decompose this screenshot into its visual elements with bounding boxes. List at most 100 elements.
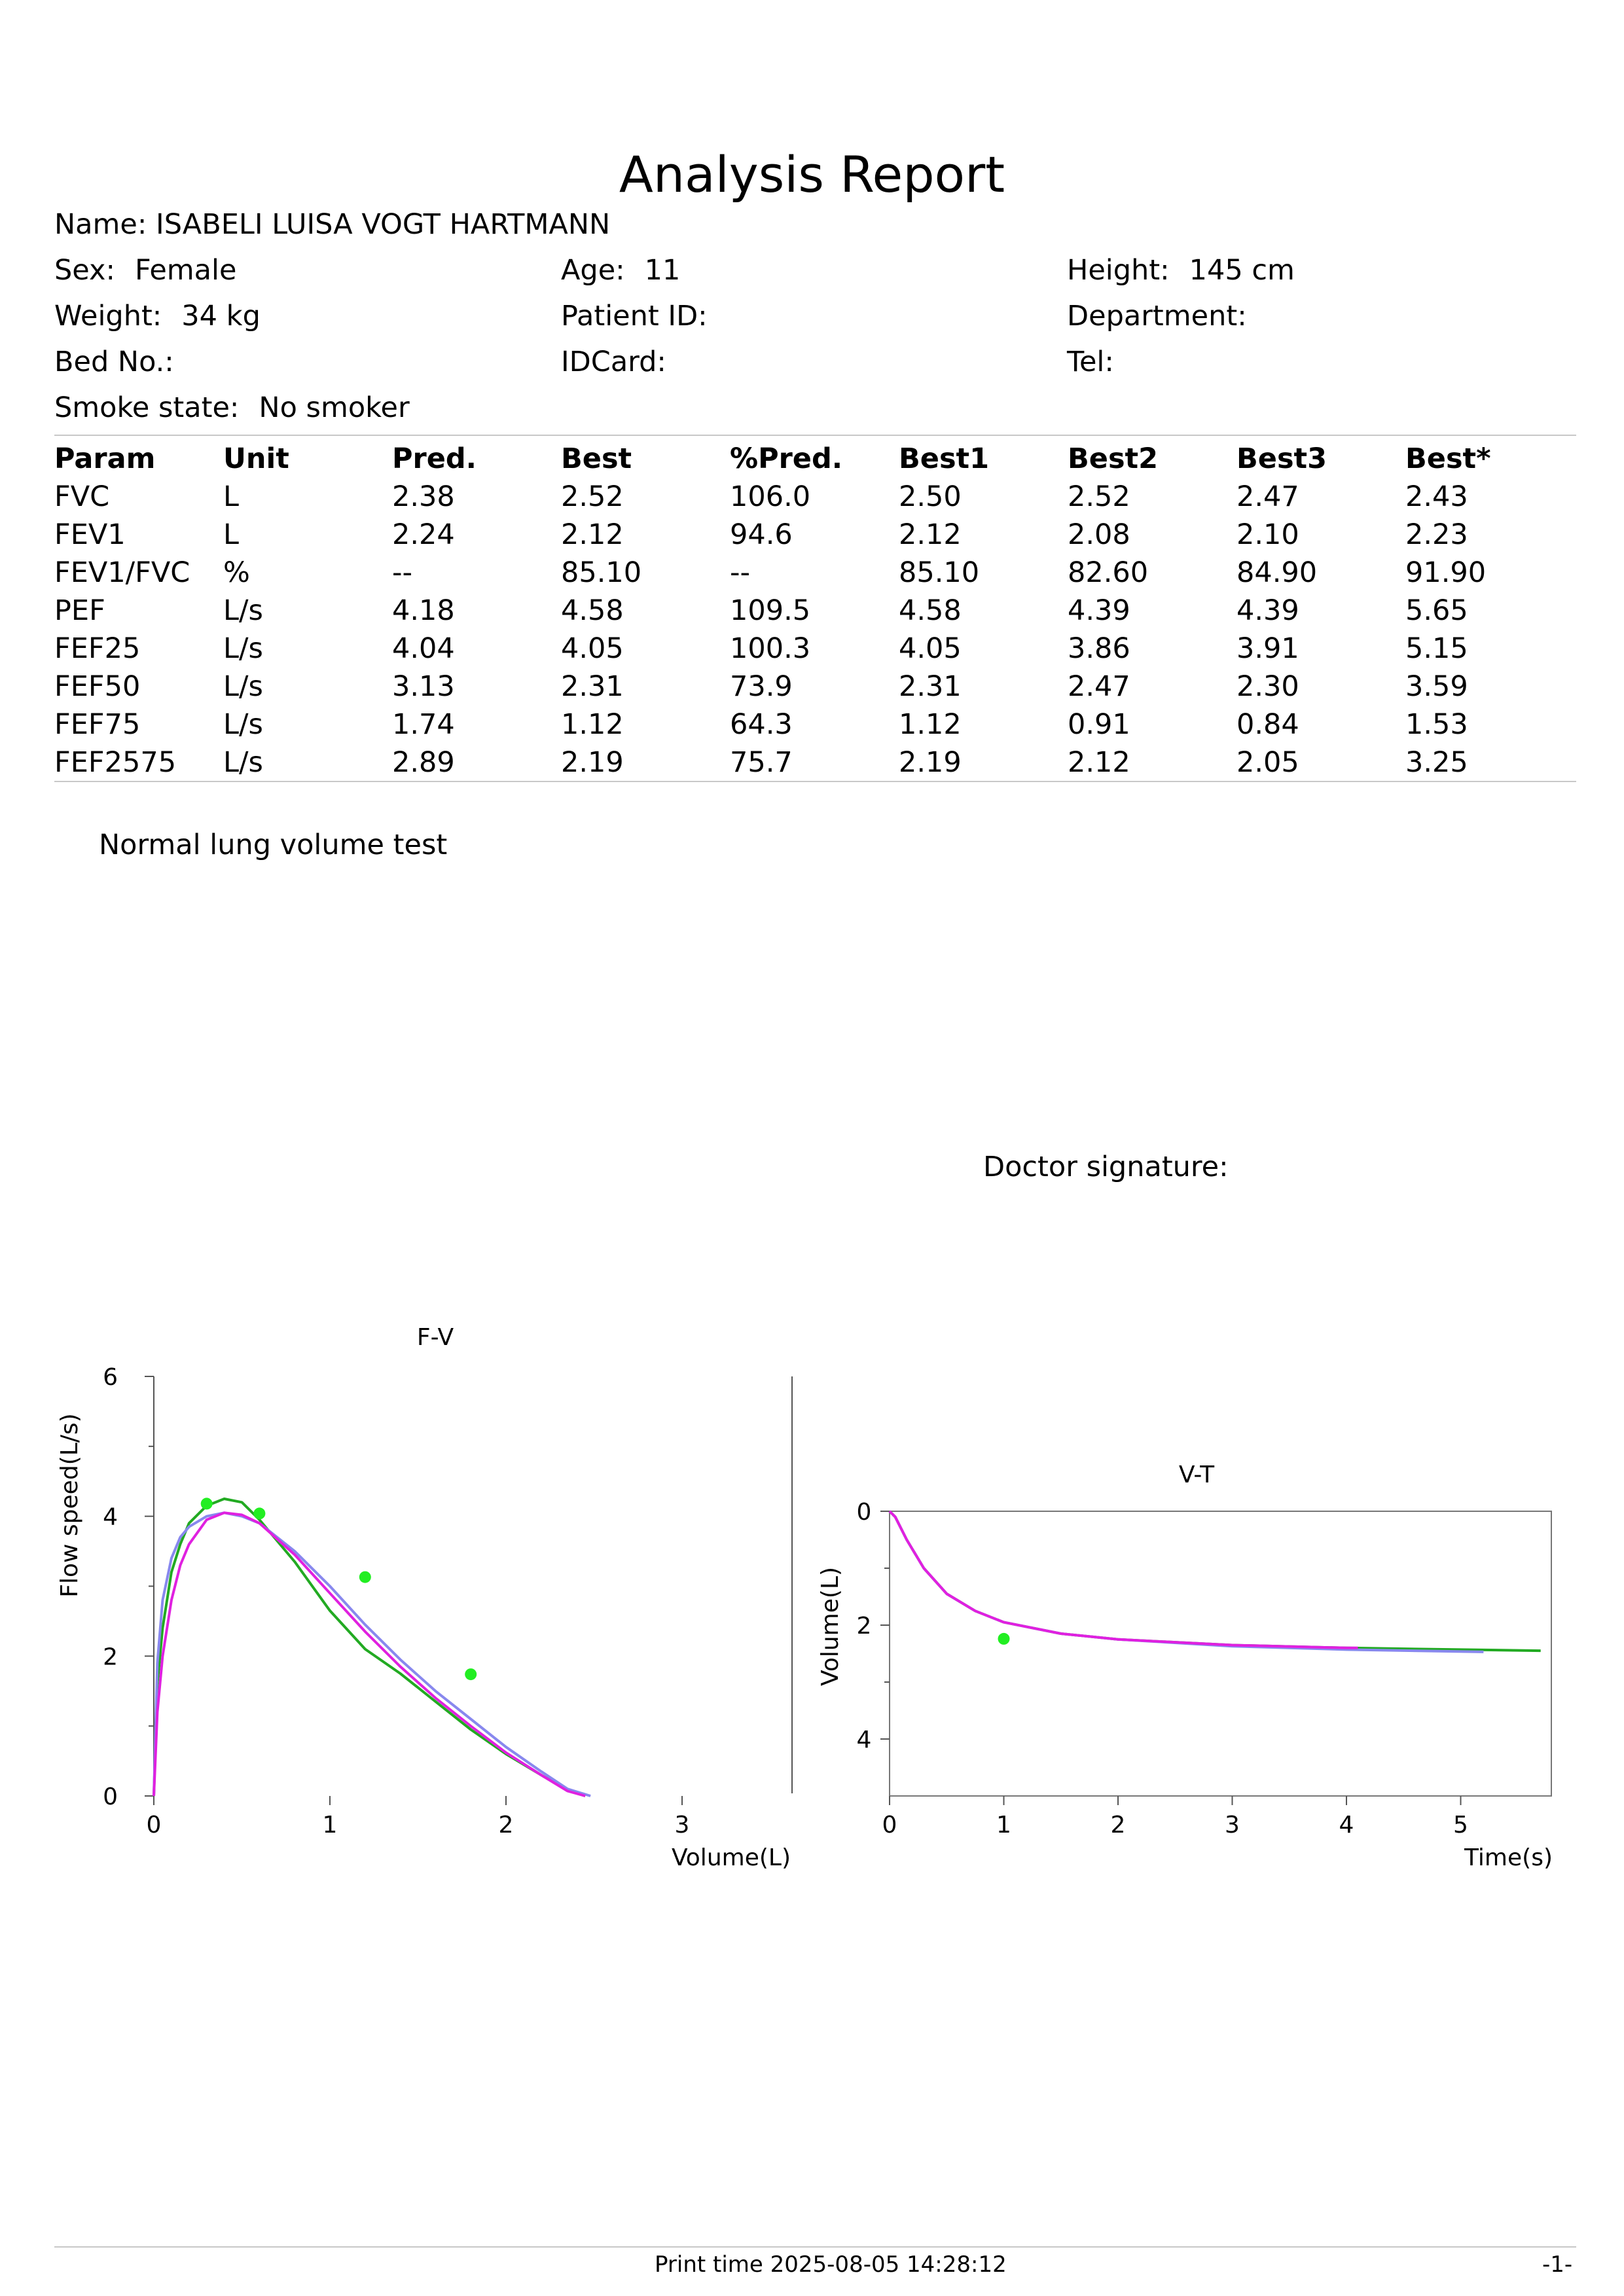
field-value: 145 cm: [1189, 254, 1295, 287]
table-row: FEV1/FVC% -- 85.10 -- 85.10 82.60 84.90 91.90: [54, 554, 1574, 592]
y-tick-label: 2: [857, 1613, 872, 1640]
table-cell: FEV1/FVC: [54, 556, 190, 589]
table-cell: 2.08: [1068, 518, 1130, 551]
predicted-point: [465, 1668, 477, 1681]
table-row: FEF25 L/s 4.04 4.05 100.3 4.05 3.86 3.91 5.15: [54, 630, 1574, 668]
field-label: Sex:: [54, 254, 115, 287]
table-cell: 2.50: [899, 480, 962, 513]
field-label: Age:: [561, 254, 625, 287]
table-cell: 1.74: [392, 708, 455, 741]
table-cell: 91.90: [1405, 556, 1487, 589]
table-cell: 4.58: [899, 594, 962, 627]
table-cell: FEF2575: [54, 746, 177, 779]
field-tel: Tel:: [1067, 348, 1134, 376]
table-cell: 4.58: [561, 594, 624, 627]
chart-title: V-T: [1179, 1462, 1215, 1488]
table-row: PEF L/s 4.18 4.58 109.5 4.58 4.39 4.39 5.65: [54, 592, 1574, 630]
field-label: Department:: [1067, 300, 1247, 332]
volume-time-chart: V-T 0 2 4 0 1 2 3 4 5 Time(s) Volume(L): [817, 1462, 1553, 1871]
column-header: Best: [561, 442, 632, 475]
series-line-1: [888, 1510, 1541, 1653]
table-cell: 2.12: [561, 518, 624, 551]
x-tick-label: 2: [499, 1812, 514, 1839]
name-label: Name:: [54, 208, 147, 241]
table-cell: 2.30: [1236, 670, 1299, 703]
y-tick-label: 6: [103, 1364, 118, 1391]
table-cell: 75.7: [730, 746, 793, 779]
series-line-1: [153, 1498, 586, 1797]
field-value: Female: [134, 254, 237, 287]
field-value: No smoker: [259, 391, 410, 424]
field-label: IDCard:: [561, 346, 666, 378]
table-cell: 3.59: [1405, 670, 1468, 703]
field-height: Height: 145 cm: [1067, 257, 1295, 285]
print-time: Print time 2025-08-05 14:28:12: [655, 2251, 1007, 2278]
table-bottom-rule: [54, 781, 1576, 782]
table-cell: L/s: [223, 708, 263, 741]
table-cell: 109.5: [730, 594, 811, 627]
table-cell: --: [392, 556, 413, 589]
table-cell: 2.52: [1068, 480, 1130, 513]
field-label: Tel:: [1067, 346, 1114, 378]
field-smoke-state: Smoke state: No smoker: [54, 394, 410, 422]
x-tick-label: 3: [1225, 1812, 1240, 1839]
field-sex: Sex: Female: [54, 257, 236, 285]
x-tick-label: 1: [323, 1812, 338, 1839]
table-cell: L: [223, 480, 239, 513]
y-tick-label: 0: [103, 1784, 118, 1810]
table-cell: 2.47: [1068, 670, 1130, 703]
column-header: Param: [54, 442, 156, 475]
field-label: Weight:: [54, 300, 162, 332]
table-cell: 0.91: [1068, 708, 1130, 741]
table-cell: 4.05: [899, 632, 962, 665]
report-title: Analysis Report: [619, 145, 1005, 204]
column-header: %Pred.: [730, 442, 843, 475]
interpretation-text: Normal lung volume test: [99, 829, 448, 861]
series-line-3: [888, 1510, 1358, 1649]
table-cell: 1.53: [1405, 708, 1468, 741]
field-label: Bed No.:: [54, 346, 174, 378]
x-tick-label: 0: [147, 1812, 162, 1839]
table-cell: 64.3: [730, 708, 793, 741]
table-cell: FEF25: [54, 632, 141, 665]
table-cell: 4.04: [392, 632, 455, 665]
x-axis-label: Volume(L): [672, 1844, 791, 1871]
field-weight: Weight: 34 kg: [54, 302, 261, 331]
field-age: Age: 11: [561, 257, 680, 285]
y-tick-label: 4: [103, 1504, 118, 1531]
table-cell: 3.13: [392, 670, 455, 703]
table-cell: FEF75: [54, 708, 141, 741]
table-cell: 85.10: [561, 556, 642, 589]
table-row: FVC L 2.38 2.52 106.0 2.50 2.52 2.47 2.43: [54, 478, 1574, 516]
field-label: Height:: [1067, 254, 1170, 287]
table-cell: 85.10: [899, 556, 980, 589]
field-label: Patient ID:: [561, 300, 708, 332]
field-department: Department:: [1067, 302, 1267, 331]
field-patient-id: Patient ID:: [561, 302, 727, 331]
series-line-3: [153, 1511, 586, 1797]
table-cell: L/s: [223, 670, 263, 703]
table-header-row: Param Unit Pred. Best %Pred. Best1 Best2…: [54, 440, 1574, 478]
x-tick-label: 0: [882, 1812, 897, 1839]
column-header: Unit: [223, 442, 289, 475]
column-header: Best*: [1405, 442, 1491, 475]
table-cell: 4.18: [392, 594, 455, 627]
table-cell: 100.3: [730, 632, 811, 665]
column-header: Best1: [899, 442, 990, 475]
table-row: FEF50 L/s 3.13 2.31 73.9 2.31 2.47 2.30 3.59: [54, 668, 1574, 706]
table-cell: 2.12: [899, 518, 962, 551]
field-value: 11: [644, 254, 681, 287]
table-cell: --: [730, 556, 751, 589]
series-line-2: [888, 1510, 1484, 1653]
table-cell: L/s: [223, 746, 263, 779]
footer-rule: [54, 2246, 1576, 2248]
flow-volume-chart: F-V 0 2 4 6 0 1 2 3 Volume(L) Flow speed(L/s): [56, 1324, 793, 1871]
predicted-point: [359, 1571, 371, 1583]
table-cell: 5.15: [1405, 632, 1468, 665]
plot-frame: [889, 1511, 1552, 1797]
table-cell: 2.12: [1068, 746, 1130, 779]
table-cell: 4.39: [1068, 594, 1130, 627]
x-tick-label: 3: [675, 1812, 690, 1839]
table-row: FEF2575 L/s 2.89 2.19 75.7 2.19 2.12 2.05 3.25: [54, 744, 1574, 781]
name-value: ISABELI LUISA VOGT HARTMANN: [156, 208, 611, 241]
